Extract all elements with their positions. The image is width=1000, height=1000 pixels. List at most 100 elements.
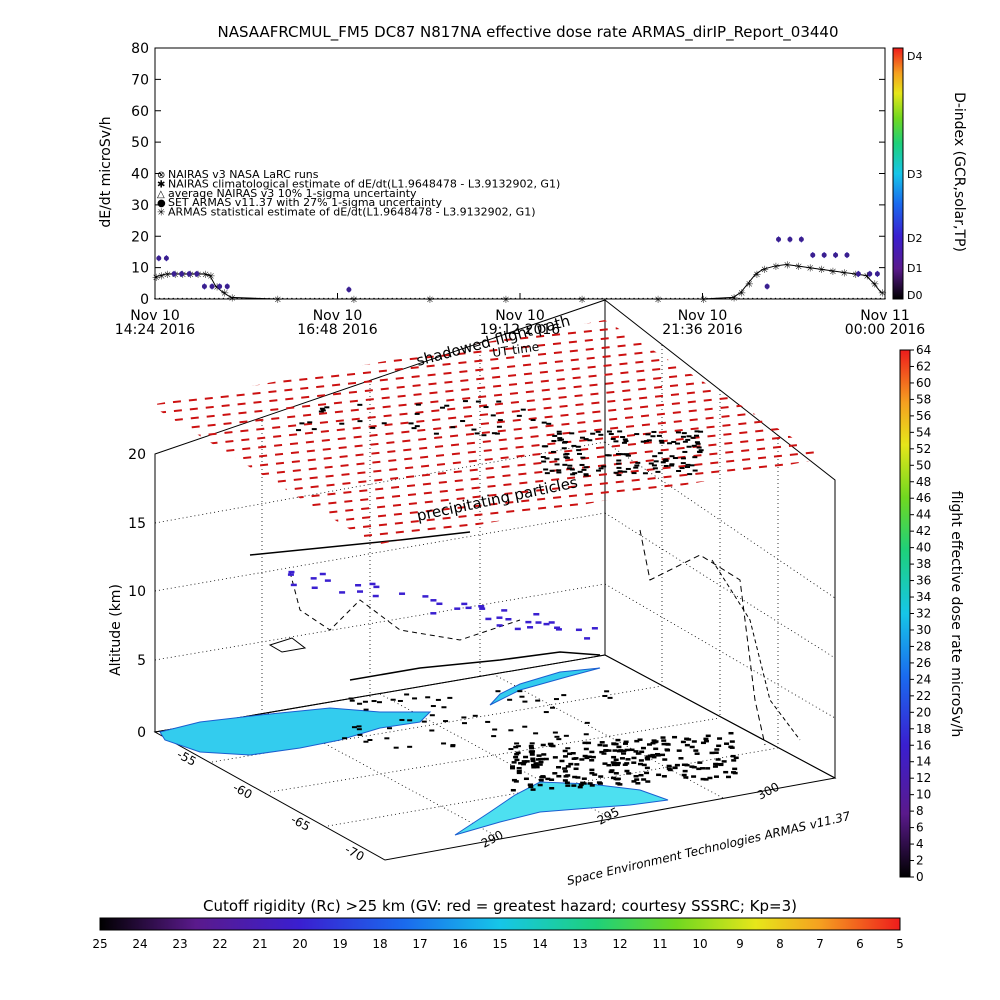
floor-track-mark — [540, 775, 546, 778]
floor-track-mark — [602, 744, 608, 747]
series-set-armas-point — [179, 271, 185, 277]
cluster-mark — [634, 433, 640, 436]
floor-track-mark — [586, 741, 592, 745]
floor-track-mark — [639, 750, 645, 754]
dose-mark — [525, 620, 532, 624]
floor-track-mark — [667, 768, 673, 772]
floor-track-mark — [516, 769, 522, 773]
series-armas-statistical-point: ✳ — [863, 271, 871, 282]
floor-track-mark — [407, 719, 413, 722]
floor-track-mark — [565, 747, 571, 750]
cluster-mark — [660, 461, 666, 464]
cluster-mark — [613, 471, 619, 474]
baseline-point — [806, 297, 809, 300]
dose-colorbar-tick: 46 — [916, 491, 931, 505]
floor-track-mark — [596, 781, 602, 784]
rigidity-colorbar-label: Cutoff rigidity (Rc) >25 km (GV: red = g… — [203, 897, 797, 915]
floor-track-mark — [342, 737, 348, 740]
cluster-mark — [576, 452, 582, 455]
floor-track-mark — [693, 749, 699, 752]
y-axis-ticks: 0 10 20 30 40 50 60 70 80 — [131, 41, 885, 308]
dose-colorbar-tick: 28 — [916, 639, 931, 653]
cluster-mark — [572, 472, 578, 475]
series-armas-statistical-point: ✳ — [578, 295, 586, 306]
floor-track-mark — [371, 700, 377, 703]
floor-track-mark — [513, 780, 519, 783]
floor-track-mark — [623, 742, 629, 745]
dose-colorbar-tick: 16 — [916, 738, 931, 752]
legend-entry: NAIRAS v3 NASA LaRC runs — [168, 168, 319, 181]
legend-symbol: ● — [157, 198, 166, 209]
latitude-tick: -60 — [231, 780, 255, 802]
dose-colorbar-tick: 4 — [916, 837, 924, 851]
floor-track-mark — [538, 778, 544, 782]
cluster-mark — [497, 419, 503, 422]
floor-track-mark — [607, 696, 613, 699]
floor-track-mark — [397, 699, 403, 702]
dose-colorbar-tick: 8 — [916, 804, 924, 818]
rigidity-colorbar-tick: 5 — [896, 937, 904, 951]
cluster-mark — [617, 470, 623, 473]
cluster-mark — [657, 452, 663, 455]
floor-track-mark — [689, 745, 695, 749]
cluster-mark — [620, 436, 626, 439]
floor-track-mark — [429, 729, 435, 732]
series-set-armas-point — [186, 271, 192, 277]
cluster-mark — [579, 463, 585, 466]
cluster-mark — [543, 468, 549, 471]
cluster-mark — [625, 467, 631, 470]
cluster-mark — [623, 440, 629, 443]
floor-track-mark — [615, 738, 621, 742]
cluster-mark — [693, 434, 699, 437]
rigidity-colorbar-tick: 7 — [816, 937, 824, 951]
dose-mark — [461, 602, 468, 606]
series-armas-statistical-point: ✳ — [760, 265, 768, 276]
baseline-point — [765, 297, 768, 300]
land-mass-antarctic-peninsula — [454, 781, 669, 836]
dose-mark — [478, 605, 485, 608]
floor-track-mark — [621, 749, 627, 753]
cluster-mark — [608, 433, 614, 436]
floor-track-mark — [563, 734, 569, 737]
floor-track-mark — [613, 758, 619, 762]
cluster-mark — [675, 442, 681, 445]
cluster-mark — [669, 455, 675, 458]
floor-track-mark — [540, 743, 546, 747]
floor-track-mark — [713, 762, 719, 766]
floor-track-mark — [678, 757, 684, 760]
floor-track-mark — [399, 718, 405, 721]
d-index-label: D-index (GCR,solar,TP) — [951, 92, 967, 252]
floor-track-mark — [611, 742, 617, 746]
floor-track-mark — [589, 784, 595, 787]
floor-track-mark — [602, 694, 608, 697]
dose-colorbar-tick: 36 — [916, 574, 931, 588]
altitude-tick: 20 — [128, 447, 146, 463]
floor-track-mark — [450, 744, 456, 747]
dose-mark — [372, 594, 379, 598]
baseline-point — [761, 297, 763, 300]
floor-track-mark — [510, 766, 516, 770]
cluster-mark — [414, 412, 420, 415]
floor-track-mark — [660, 736, 666, 739]
cluster-mark — [557, 439, 563, 442]
floor-track-mark — [638, 773, 644, 777]
cluster-mark — [587, 439, 593, 442]
cluster-mark — [339, 422, 345, 425]
series-set-armas-point — [821, 252, 827, 258]
floor-track-mark — [589, 759, 595, 762]
cluster-mark — [516, 414, 522, 417]
floor-track-mark — [538, 760, 544, 764]
baseline-point — [829, 297, 832, 300]
floor-track-mark — [362, 700, 368, 703]
cluster-mark — [550, 450, 556, 453]
cluster-mark — [667, 442, 673, 445]
baseline-point — [227, 297, 229, 300]
floor-track-mark — [579, 758, 585, 761]
floor-track-mark — [655, 754, 661, 757]
floor-track-mark — [700, 767, 706, 770]
cluster-mark — [581, 468, 587, 471]
floor-track-mark — [549, 787, 555, 790]
floor-track-mark — [587, 782, 593, 785]
dose-colorbar-tick: 26 — [916, 656, 931, 670]
floor-track-mark — [634, 739, 640, 743]
